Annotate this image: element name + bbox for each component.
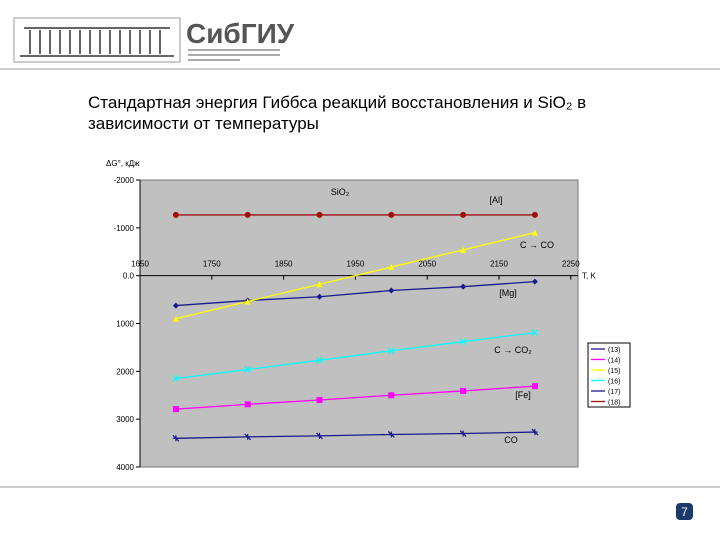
point — [531, 329, 539, 337]
legend-box — [587, 342, 631, 408]
legend-label: (17) — [608, 389, 620, 396]
y-tick-label: 1000 — [116, 320, 134, 329]
series-line — [175, 280, 535, 307]
y-tick-label: 3000 — [116, 415, 134, 424]
point — [244, 365, 252, 373]
point — [531, 229, 538, 236]
x-tick-label: 1750 — [203, 260, 221, 269]
annotation-box — [496, 287, 520, 299]
annotation-box — [327, 186, 353, 198]
point — [244, 433, 252, 441]
annotation-box — [486, 194, 506, 206]
y-tick-label: 0.0 — [123, 272, 135, 281]
point — [172, 211, 179, 218]
point — [531, 211, 538, 218]
y-tick-label: 2000 — [116, 367, 134, 376]
legend-label: (14) — [608, 358, 620, 365]
point — [316, 211, 323, 218]
plot-area — [139, 179, 579, 468]
point — [460, 211, 467, 218]
logo-building — [13, 17, 181, 63]
point — [460, 387, 467, 394]
annotation: [Fe] — [515, 390, 531, 400]
legend: (13) (14) (15) (16) (17) (18) — [587, 342, 631, 408]
title-box: Стандартная энергия Гиббса реакций восст… — [88, 93, 587, 133]
y-tick-label: -1000 — [114, 224, 135, 233]
point — [531, 278, 538, 285]
legend-label: (16) — [608, 379, 620, 386]
series-line — [175, 431, 535, 439]
y-axis-label: ΔG°, кДж — [106, 159, 140, 168]
point — [316, 432, 323, 440]
logo-text: СибГИУ — [186, 18, 295, 49]
legend-label: (13) — [608, 347, 620, 354]
y-tick-label: -2000 — [114, 176, 135, 185]
point — [387, 431, 395, 438]
series-line — [175, 385, 535, 410]
series-line — [175, 331, 535, 380]
x-tick-label: 2150 — [490, 260, 508, 269]
point — [459, 338, 467, 346]
annotation-box — [512, 389, 534, 401]
annotation: SiO₂ — [331, 187, 350, 197]
x-tick-label: 2050 — [418, 260, 436, 269]
point — [460, 246, 467, 253]
point — [244, 401, 251, 408]
logo: СибГИУ — [13, 17, 295, 63]
point — [531, 383, 538, 390]
point — [388, 211, 395, 218]
x-tick-label: 1950 — [347, 260, 365, 269]
x-axis-label: T, K — [582, 272, 596, 281]
point — [387, 347, 395, 355]
point — [244, 298, 251, 305]
chart-title: Стандартная энергия Гиббса реакций восст… — [88, 93, 587, 133]
chart: ΔG°, кДж -2000 -1000 0.0 1000 2000 3000 4000 165… — [106, 159, 631, 472]
point — [388, 392, 395, 399]
point — [388, 264, 395, 271]
point — [172, 406, 179, 413]
page-number: 7 — [681, 505, 688, 519]
point — [316, 281, 323, 288]
point — [172, 434, 180, 442]
y-tick-label: 4000 — [116, 463, 134, 472]
series-line — [175, 231, 536, 320]
point — [172, 302, 179, 309]
point — [172, 375, 180, 382]
legend-label: (15) — [608, 368, 620, 375]
point — [244, 211, 251, 218]
point — [459, 430, 467, 437]
annotation-box — [501, 434, 521, 446]
annotation: [Al] — [489, 195, 502, 205]
annotation: [Mg] — [499, 288, 517, 298]
point — [460, 283, 467, 290]
annotation: C → CO₂ — [494, 345, 532, 355]
logo-subtext — [188, 49, 280, 61]
point — [531, 428, 539, 436]
x-tick-label: 1650 — [131, 260, 149, 269]
point — [316, 397, 323, 404]
annotation-box — [491, 344, 535, 356]
point — [316, 356, 323, 364]
point — [172, 315, 179, 322]
page-badge — [676, 503, 693, 520]
logo-columns — [20, 27, 174, 57]
annotation: C → CO — [520, 240, 554, 250]
annotation: CO — [504, 435, 518, 445]
x-tick-label: 2250 — [562, 260, 580, 269]
annotation-box — [516, 239, 558, 251]
x-tick-label: 1850 — [275, 260, 293, 269]
point — [316, 293, 323, 300]
point — [388, 287, 395, 294]
legend-label: (18) — [608, 400, 620, 407]
